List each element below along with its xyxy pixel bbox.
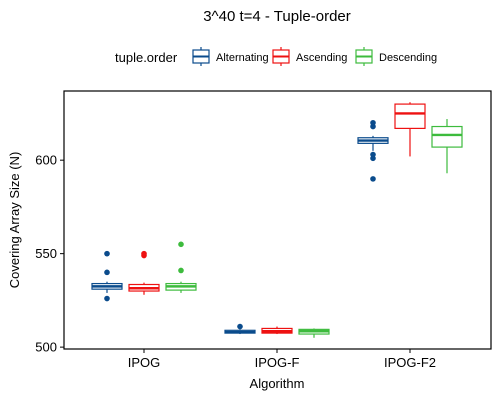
legend: tuple.order Alternating Ascending Descendi…	[115, 47, 437, 66]
box-ascending-ipog-f2	[394, 102, 426, 157]
outlier-point	[141, 250, 147, 257]
legend-label: Descending	[379, 52, 437, 64]
legend-label: Ascending	[296, 52, 347, 64]
outlier-point	[104, 269, 110, 276]
x-tick-label: IPOG-F2	[384, 355, 436, 370]
box-alternating-ipog-f2	[357, 119, 389, 182]
y-tick-label: 600	[35, 153, 57, 168]
box-descending-ipog-f2	[431, 119, 463, 174]
legend-label: Alternating	[216, 52, 269, 64]
legend-item-alternating: Alternating	[192, 47, 269, 66]
box-alternating-ipog-f	[224, 323, 256, 335]
legend-title: tuple.order	[115, 50, 178, 65]
outlier-point	[104, 250, 110, 257]
x-tick-label: IPOG-F	[255, 355, 300, 370]
x-axis-label: Algorithm	[250, 376, 305, 391]
outlier-point	[237, 323, 243, 330]
chart-title: 3^40 t=4 - Tuple-order	[203, 8, 351, 25]
outlier-point	[370, 119, 376, 126]
box-ascending-ipog	[128, 250, 160, 295]
x-axis: IPOG IPOG-F IPOG-F2	[128, 349, 436, 370]
x-tick-label: IPOG	[128, 355, 161, 370]
outlier-point	[370, 176, 376, 182]
legend-item-descending: Descending	[355, 47, 437, 66]
box-ascending-ipog-f	[261, 326, 293, 335]
y-tick-label: 500	[35, 340, 57, 355]
outlier-point	[370, 151, 376, 158]
box-body	[394, 103, 426, 129]
box-body	[431, 125, 463, 148]
y-axis-label: Covering Array Size (N)	[7, 152, 22, 289]
y-tick-label: 550	[35, 246, 57, 261]
outlier-point	[104, 295, 110, 302]
outlier-point	[178, 241, 184, 248]
box-alternating-ipog	[91, 250, 123, 302]
legend-item-ascending: Ascending	[272, 47, 347, 66]
box-descending-ipog	[165, 241, 197, 293]
y-axis: 500 550 600	[35, 153, 64, 355]
plot-panel	[63, 90, 492, 350]
outlier-point	[178, 267, 184, 274]
box-descending-ipog-f	[298, 328, 330, 338]
boxes	[91, 102, 463, 338]
